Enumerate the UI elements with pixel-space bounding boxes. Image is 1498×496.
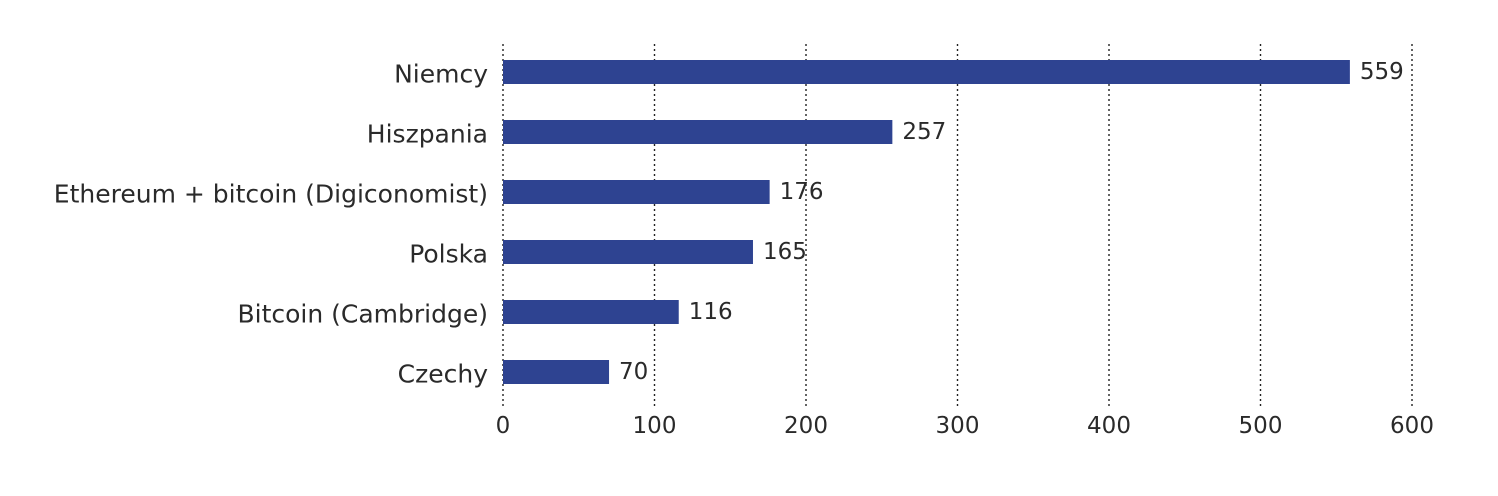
x-axis-tick-labels: 0 100 200 300 400 500 600 xyxy=(496,413,1434,439)
x-tick-label: 500 xyxy=(1239,413,1283,439)
category-label: Niemcy xyxy=(394,60,488,89)
value-label: 257 xyxy=(902,119,946,145)
value-label: 165 xyxy=(763,239,807,265)
x-tick-label: 100 xyxy=(633,413,677,439)
category-label: Bitcoin (Cambridge) xyxy=(237,300,488,329)
bar xyxy=(503,300,679,324)
x-tick-label: 300 xyxy=(936,413,980,439)
grid-lines xyxy=(502,44,1413,408)
category-label: Hiszpania xyxy=(367,120,488,149)
bar xyxy=(503,120,893,144)
bar xyxy=(503,240,753,264)
value-label: 559 xyxy=(1360,59,1404,85)
bars xyxy=(503,60,1350,384)
x-tick-label: 200 xyxy=(784,413,828,439)
category-label: Ethereum + bitcoin (Digiconomist) xyxy=(54,180,488,209)
bar xyxy=(503,180,770,204)
value-label: 116 xyxy=(689,299,733,325)
value-labels: 559 257 176 165 116 70 xyxy=(619,59,1404,385)
value-label: 70 xyxy=(619,359,648,385)
bar xyxy=(503,360,610,384)
value-label: 176 xyxy=(780,179,824,205)
category-labels: Niemcy Hiszpania Ethereum + bitcoin (Digic… xyxy=(54,60,488,389)
x-tick-label: 0 xyxy=(496,413,511,439)
category-label: Czechy xyxy=(398,360,489,389)
x-tick-label: 600 xyxy=(1390,413,1434,439)
x-tick-label: 400 xyxy=(1087,413,1131,439)
bar xyxy=(503,60,1350,84)
category-label: Polska xyxy=(409,240,488,269)
